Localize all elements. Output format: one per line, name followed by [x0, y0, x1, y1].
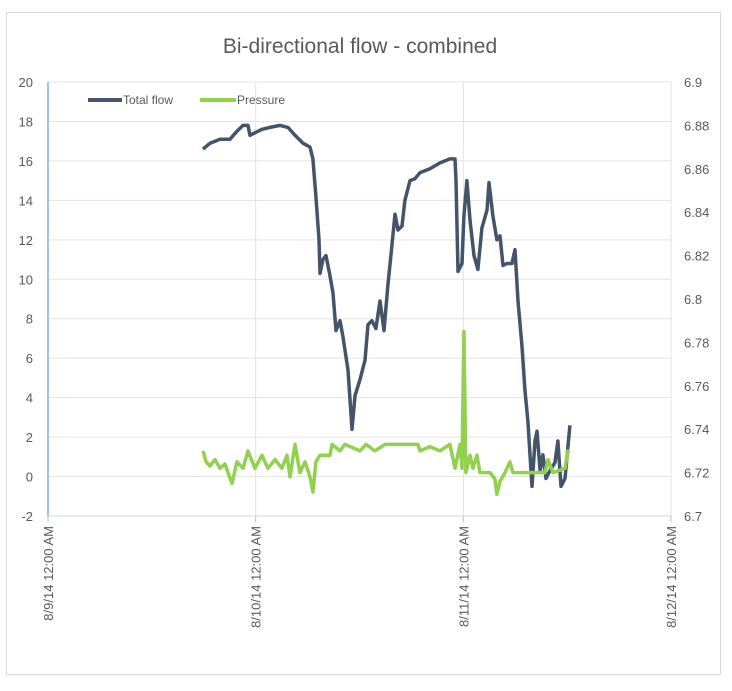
y-left-tick-label: 2 [26, 430, 33, 445]
y-left-tick-label: 14 [19, 193, 33, 208]
axes: -2 0 2 4 6 8 10 12 14 16 18 20 6.7 6.72 6.74 6.76 6.78 6.… [19, 75, 710, 628]
legend-label-total-flow: Total flow [123, 93, 173, 107]
y-right-tick-label: 6.84 [684, 205, 709, 220]
y-left-tick-label: 18 [19, 114, 33, 129]
x-tick-label: 8/10/14 12:00 AM [249, 526, 264, 628]
series-lines [201, 123, 572, 497]
y-right-tick-label: 6.76 [684, 379, 709, 394]
y-right-tick-label: 6.7 [684, 509, 702, 524]
x-tick-label: 8/12/14 12:00 AM [664, 526, 679, 628]
y-left-tick-label: 6 [26, 351, 33, 366]
legend-label-pressure: Pressure [237, 93, 285, 107]
y-left-tick-label: 20 [19, 75, 33, 90]
y-right-tick-label: 6.8 [684, 292, 702, 307]
gridlines [48, 81, 672, 517]
y-right-tick-label: 6.78 [684, 335, 709, 350]
series-line-pressure [201, 329, 570, 497]
y-left-tick-label: 10 [19, 272, 33, 287]
y-right-tick-label: 6.88 [684, 118, 709, 133]
y-left-tick-label: 16 [19, 154, 33, 169]
y-left-tick-label: 12 [19, 233, 33, 248]
y-left-tick-label: 0 [26, 470, 33, 485]
y-left-tick-label: 8 [26, 312, 33, 327]
chart-frame [6, 12, 721, 675]
x-tick-label: 8/11/14 12:00 AM [456, 526, 471, 627]
y-left-tick-label: -2 [21, 509, 33, 524]
y-right-tick-label: 6.82 [684, 249, 709, 264]
y-left-tick-label: 4 [26, 391, 33, 406]
x-tick-label: 8/9/14 12:00 AM [41, 526, 56, 621]
legend: Total flow Pressure [88, 93, 285, 107]
y-right-tick-label: 6.9 [684, 75, 702, 90]
y-right-tick-label: 6.86 [684, 162, 709, 177]
series-line-total-flow [201, 123, 572, 489]
chart-title: Bi-directional flow - combined [223, 35, 497, 58]
y-right-tick-label: 6.72 [684, 466, 709, 481]
y-right-tick-label: 6.74 [684, 422, 709, 437]
